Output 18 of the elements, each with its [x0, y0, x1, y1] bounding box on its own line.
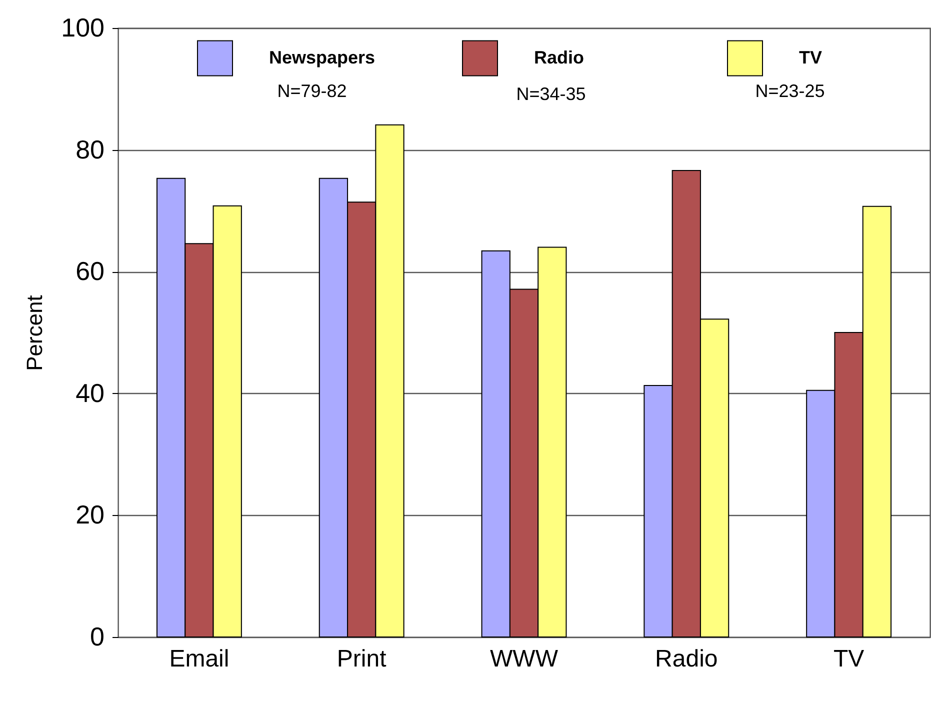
- legend-label: Radio: [534, 47, 584, 68]
- y-tick-label: 80: [76, 134, 104, 164]
- annotation: N=79-82: [277, 81, 347, 101]
- y-axis-title: Percent: [22, 295, 48, 371]
- x-tick-label: TV: [833, 646, 864, 672]
- y-tick-label: 40: [76, 378, 104, 408]
- annotation: N=23-25: [755, 81, 825, 101]
- legend-label: Newspapers: [269, 47, 376, 68]
- x-tick-label: Email: [169, 646, 230, 672]
- y-tick-label: 20: [76, 500, 104, 530]
- y-tick-label: 100: [61, 12, 104, 42]
- legend-label: TV: [799, 47, 822, 68]
- x-tick-label: WWW: [490, 646, 558, 672]
- y-tick-label: 60: [76, 256, 104, 286]
- annotation: N=34-35: [516, 84, 586, 104]
- y-tick-label: 0: [90, 622, 104, 652]
- x-tick-label: Radio: [655, 646, 718, 672]
- x-tick-label: Print: [336, 646, 387, 672]
